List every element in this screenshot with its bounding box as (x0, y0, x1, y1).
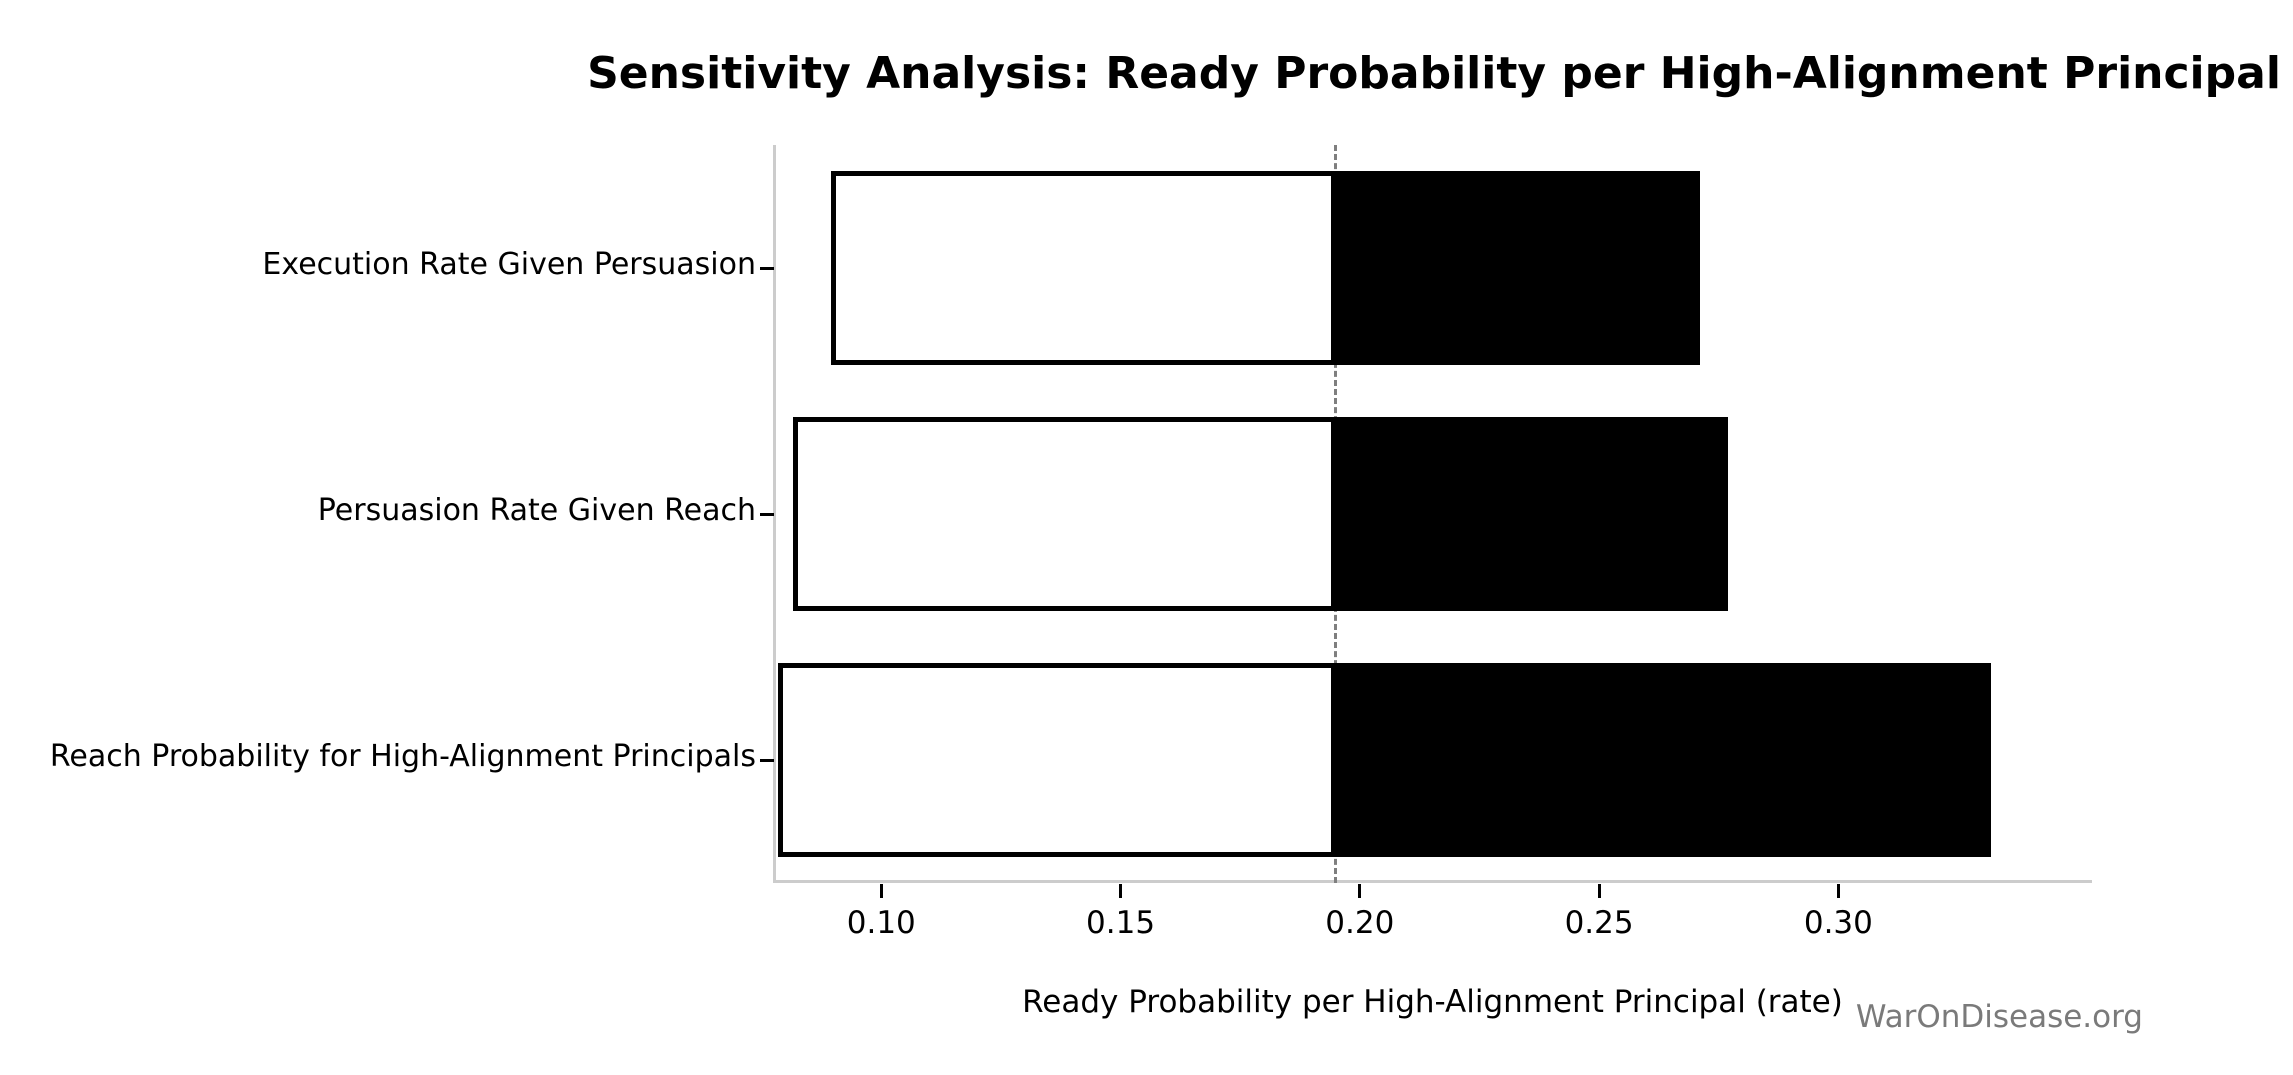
x-axis-tick (1597, 884, 1601, 898)
x-tick-label: 0.30 (1803, 905, 1873, 941)
x-tick-label: 0.20 (1325, 905, 1395, 941)
y-axis-tick (760, 267, 774, 270)
bar-low-segment (792, 417, 1336, 611)
x-tick-label: 0.15 (1086, 905, 1156, 941)
x-tick-label: 0.25 (1564, 905, 1634, 941)
y-tick-label: Reach Probability for High-Alignment Pri… (49, 739, 756, 774)
watermark: WarOnDisease.org (1855, 999, 2143, 1035)
y-axis-tick (760, 513, 774, 516)
y-tick-label: Persuasion Rate Given Reach (317, 493, 756, 528)
y-tick-label: Execution Rate Given Persuasion (262, 247, 756, 282)
x-axis-tick (1358, 884, 1362, 898)
x-axis-tick (1836, 884, 1840, 898)
plot-area (773, 145, 2092, 883)
chart-title: Sensitivity Analysis: Ready Probability … (587, 48, 2281, 99)
x-tick-label: 0.10 (846, 905, 916, 941)
x-axis-tick (1119, 884, 1123, 898)
bar-high-segment (1335, 417, 1729, 611)
bar-low-segment (778, 663, 1336, 857)
bar-high-segment (1335, 663, 1992, 857)
bar-low-segment (830, 171, 1336, 365)
bar-high-segment (1335, 171, 1700, 365)
y-axis-tick (760, 759, 774, 762)
x-axis-tick (879, 884, 883, 898)
x-axis-label: Ready Probability per High-Alignment Pri… (1022, 984, 1843, 1020)
